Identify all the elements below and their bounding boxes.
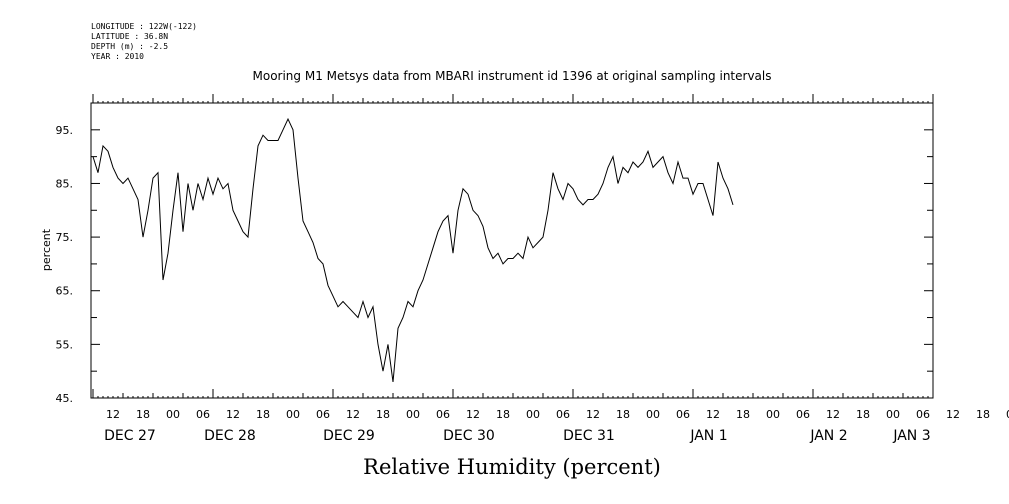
- hour-tick-label: 06: [196, 408, 210, 421]
- hour-tick-label: 12: [586, 408, 600, 421]
- hour-tick-label: 18: [736, 408, 750, 421]
- hour-tick-label: 12: [466, 408, 480, 421]
- depth-text: DEPTH (m) : -2.5: [91, 42, 169, 51]
- hour-tick-label: 18: [376, 408, 390, 421]
- hour-tick-label: 00: [1006, 408, 1009, 421]
- hour-tick-label: 18: [976, 408, 990, 421]
- y-axis-label: percent: [40, 228, 53, 271]
- latitude-text: LATITUDE : 36.8N: [91, 32, 169, 41]
- hour-tick-label: 06: [316, 408, 330, 421]
- date-label: DEC 31: [563, 428, 615, 444]
- y-tick-label: 55.: [56, 338, 74, 351]
- hour-tick-label: 06: [796, 408, 810, 421]
- hour-tick-label: 06: [916, 408, 930, 421]
- date-label: JAN 3: [892, 428, 930, 444]
- date-label: JAN 2: [809, 428, 847, 444]
- hour-tick-label: 00: [646, 408, 660, 421]
- date-labels: DEC 27 DEC 28 DEC 29 DEC 30 DEC 31 JAN 1 JAN 2…: [104, 428, 930, 444]
- year-text: YEAR : 2010: [91, 52, 144, 61]
- hour-tick-label: 06: [436, 408, 450, 421]
- hour-tick-label: 18: [856, 408, 870, 421]
- hour-tick-label: 00: [526, 408, 540, 421]
- date-label: DEC 29: [323, 428, 375, 444]
- plot-frame: [90, 102, 934, 399]
- hour-tick-label: 00: [406, 408, 420, 421]
- date-label: DEC 28: [204, 428, 256, 444]
- y-tick-label: 85.: [56, 177, 74, 190]
- hour-tick-label: 12: [706, 408, 720, 421]
- humidity-series-line: [92, 117, 734, 382]
- chart-title: Mooring M1 Metsys data from MBARI instru…: [253, 69, 772, 83]
- hour-tick-label: 00: [286, 408, 300, 421]
- hour-tick-label: 12: [946, 408, 960, 421]
- y-tick-labels: 95. 85. 75. 65. 55. 45.: [56, 124, 74, 405]
- date-label: DEC 30: [443, 428, 495, 444]
- longitude-text: LONGITUDE : 122W(-122): [91, 22, 197, 31]
- hour-tick-label: 18: [616, 408, 630, 421]
- hour-tick-label: 00: [166, 408, 180, 421]
- hour-tick-label: 12: [226, 408, 240, 421]
- hour-tick-label: 18: [256, 408, 270, 421]
- axis-ticks: [91, 94, 934, 399]
- metadata-block: LONGITUDE : 122W(-122) LATITUDE : 36.8N …: [91, 22, 197, 62]
- x-axis-label: Relative Humidity (percent): [363, 455, 661, 479]
- y-tick-label: 95.: [56, 124, 74, 137]
- y-tick-label: 45.: [56, 392, 74, 405]
- hour-tick-label: 12: [346, 408, 360, 421]
- hour-tick-label: 00: [766, 408, 780, 421]
- hour-tick-label: 12: [106, 408, 120, 421]
- hour-tick-label: 06: [556, 408, 570, 421]
- hour-tick-label: 06: [676, 408, 690, 421]
- hour-tick-label: 12: [826, 408, 840, 421]
- date-label: DEC 27: [104, 428, 156, 444]
- hour-tick-label: 18: [496, 408, 510, 421]
- hour-tick-label: 18: [136, 408, 150, 421]
- hour-tick-labels: 12 18 00 06 12 18 00 06 12 18 00 06 12 18 00 06 12 18 00 06…: [106, 408, 1009, 421]
- date-label: JAN 1: [689, 428, 727, 444]
- y-tick-label: 75.: [56, 231, 74, 244]
- y-tick-label: 65.: [56, 285, 74, 298]
- hour-tick-label: 00: [886, 408, 900, 421]
